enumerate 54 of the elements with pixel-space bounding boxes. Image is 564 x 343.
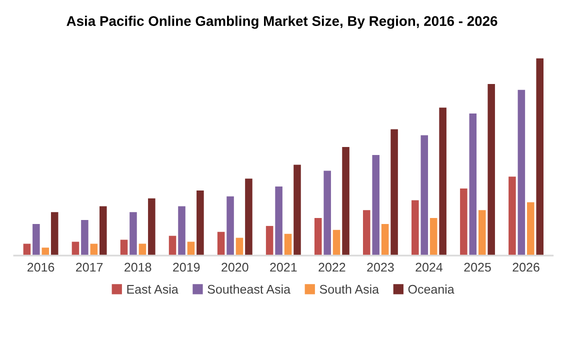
bar	[178, 206, 186, 256]
bar	[294, 164, 301, 256]
bar	[381, 224, 389, 256]
bar	[226, 196, 234, 256]
bar	[130, 212, 137, 256]
bar	[284, 234, 292, 256]
bar	[217, 232, 225, 256]
x-tick-label: 2025	[464, 262, 491, 272]
x-tick-label: 2020	[222, 262, 248, 272]
bar	[412, 200, 419, 256]
bar	[518, 90, 526, 256]
x-tick-label: 2024	[416, 262, 443, 272]
x-tick-label: 2017	[76, 262, 103, 272]
x-tick-label: 2019	[173, 262, 200, 272]
legend-label: Southeast Asia	[208, 284, 291, 294]
legend-label: South Asia	[320, 284, 380, 294]
bar	[196, 190, 204, 256]
bar	[32, 224, 40, 256]
bar	[430, 218, 438, 256]
bar	[324, 170, 331, 256]
bar	[266, 226, 274, 256]
x-tick-label: 2023	[367, 262, 394, 272]
legend-label: East Asia	[127, 284, 178, 294]
bar	[314, 218, 322, 256]
chart-title: Asia Pacific Online Gambling Market Size, By Region, 2016 - 2026	[66, 16, 498, 29]
x-tick-label: 2022	[318, 262, 346, 272]
bar	[168, 236, 176, 256]
bar	[488, 84, 495, 256]
bar	[72, 242, 80, 256]
bar	[460, 188, 468, 256]
bar	[362, 210, 370, 256]
bar	[332, 230, 340, 256]
bar	[439, 108, 446, 256]
bar	[478, 210, 486, 256]
bar	[81, 220, 88, 256]
bar	[527, 202, 534, 256]
x-tick-label: 2021	[270, 262, 297, 272]
bar	[275, 186, 282, 256]
legend-label: Oceania	[408, 284, 454, 294]
bar	[187, 242, 195, 256]
bar	[342, 147, 350, 256]
bar	[245, 178, 252, 256]
x-tick-label: 2016	[28, 262, 54, 272]
bar	[536, 58, 544, 256]
bar	[508, 176, 516, 256]
bar	[420, 135, 428, 256]
x-tick-label: 2018	[124, 262, 152, 272]
bar	[148, 198, 156, 256]
bar	[50, 212, 58, 256]
bar	[100, 206, 107, 256]
bar	[390, 129, 398, 256]
bar	[469, 114, 477, 256]
bar	[372, 154, 380, 256]
x-tick-label: 2026	[512, 262, 540, 272]
